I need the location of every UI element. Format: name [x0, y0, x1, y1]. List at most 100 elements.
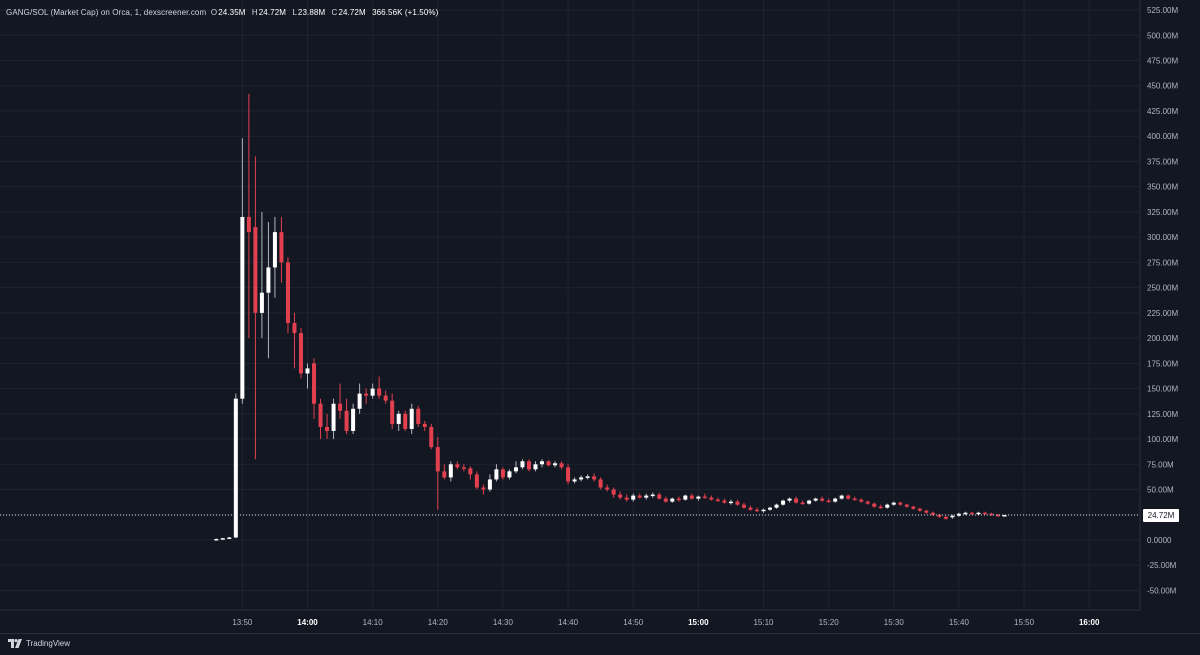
candle — [592, 473, 597, 482]
candle — [611, 487, 616, 498]
candle-body — [246, 216, 251, 233]
candle — [585, 474, 590, 480]
candle — [435, 437, 440, 510]
candle-body — [338, 403, 343, 411]
candle-body — [526, 461, 531, 470]
candle — [266, 222, 271, 359]
candle — [416, 405, 421, 427]
time-axis[interactable]: 13:50 14:00 14:10 14:20 14:30 14:40 14:50 15:00… — [232, 618, 1100, 627]
candle-body — [481, 487, 486, 490]
candle — [885, 503, 890, 509]
candle-body — [963, 512, 968, 515]
y-tick-label: 75.00M — [1147, 460, 1174, 469]
candle — [624, 494, 629, 502]
candle — [481, 484, 486, 495]
candle-body — [741, 504, 746, 508]
candle — [709, 495, 714, 501]
candle — [351, 403, 356, 435]
candle-body — [904, 504, 909, 507]
candle — [631, 493, 636, 502]
x-tick-label: 15:10 — [753, 618, 774, 627]
candle-body — [996, 514, 1001, 517]
candle-body — [709, 497, 714, 500]
x-tick-label: 15:30 — [884, 618, 905, 627]
candlestick-chart[interactable]: 525.00M 500.00M 475.00M 450.00M 425.00M 400.0… — [0, 0, 1200, 633]
candle-body — [885, 504, 890, 508]
candle-body — [937, 514, 942, 517]
y-tick-label: 475.00M — [1147, 56, 1178, 65]
candle — [650, 492, 655, 498]
candle-body — [312, 363, 317, 404]
candle — [285, 257, 290, 334]
tradingview-logo-icon — [8, 639, 22, 648]
candle — [468, 466, 473, 480]
candle — [370, 383, 375, 399]
candle — [246, 93, 251, 339]
candle-body — [566, 467, 571, 482]
candle-body — [852, 498, 857, 501]
candle — [233, 393, 238, 538]
candle-body — [390, 400, 395, 424]
y-tick-label: 450.00M — [1147, 82, 1178, 91]
candle — [930, 511, 935, 516]
candle — [396, 410, 401, 431]
candle-body — [253, 227, 258, 313]
candle — [526, 459, 531, 472]
candle-body — [266, 267, 271, 293]
legend-open-value: 24.35M — [218, 8, 246, 17]
candle-body — [513, 467, 518, 472]
x-tick-label: 14:10 — [363, 618, 384, 627]
y-tick-label: 425.00M — [1147, 107, 1178, 116]
tradingview-brand[interactable]: TradingView — [8, 639, 70, 648]
candle — [513, 461, 518, 474]
candle-body — [898, 502, 903, 505]
candle-body — [377, 388, 382, 396]
candle — [663, 496, 668, 503]
candle — [272, 216, 277, 298]
candle-body — [917, 508, 922, 511]
candle — [898, 501, 903, 506]
chart-legend: GANG/SOL (Market Cap) on Orca, 1, dexscr… — [6, 8, 438, 17]
legend-open-key: O — [210, 8, 218, 17]
candle-body — [474, 474, 479, 488]
candle — [911, 505, 916, 510]
candle-body — [579, 477, 584, 480]
candle — [852, 496, 857, 501]
candle — [507, 469, 512, 480]
candle-body — [924, 510, 929, 513]
y-tick-label: 50.00M — [1147, 486, 1174, 495]
candle — [377, 376, 382, 399]
candle — [657, 492, 662, 500]
candle — [227, 536, 232, 539]
candle — [533, 461, 538, 472]
candle — [741, 502, 746, 509]
candle — [800, 500, 805, 505]
candle-body — [872, 503, 877, 507]
candle-body — [592, 476, 597, 480]
candle — [279, 216, 284, 283]
y-tick-label: 500.00M — [1147, 31, 1178, 40]
candle-series — [214, 93, 1007, 541]
candle-body — [833, 498, 838, 502]
legend-change-value: 366.56K (+1.50%) — [372, 8, 439, 17]
candle-body — [279, 232, 284, 263]
candle-body — [598, 479, 603, 488]
candle-body — [768, 507, 773, 510]
candle-body — [611, 489, 616, 495]
candle — [969, 511, 974, 515]
last-price-label: 24.72M — [1143, 508, 1179, 522]
candle — [813, 497, 818, 502]
price-axis[interactable]: 525.00M 500.00M 475.00M 450.00M 425.00M 400.0… — [1147, 6, 1178, 595]
candle — [644, 493, 649, 500]
candle — [904, 503, 909, 508]
candle-body — [696, 496, 701, 499]
candle — [989, 512, 994, 516]
candle-body — [839, 495, 844, 499]
candle — [846, 494, 851, 500]
candle — [937, 513, 942, 518]
candle — [520, 459, 525, 470]
candle-body — [878, 506, 883, 509]
candle-body — [774, 504, 779, 508]
x-tick-label: 15:20 — [819, 618, 840, 627]
y-tick-label: 150.00M — [1147, 385, 1178, 394]
